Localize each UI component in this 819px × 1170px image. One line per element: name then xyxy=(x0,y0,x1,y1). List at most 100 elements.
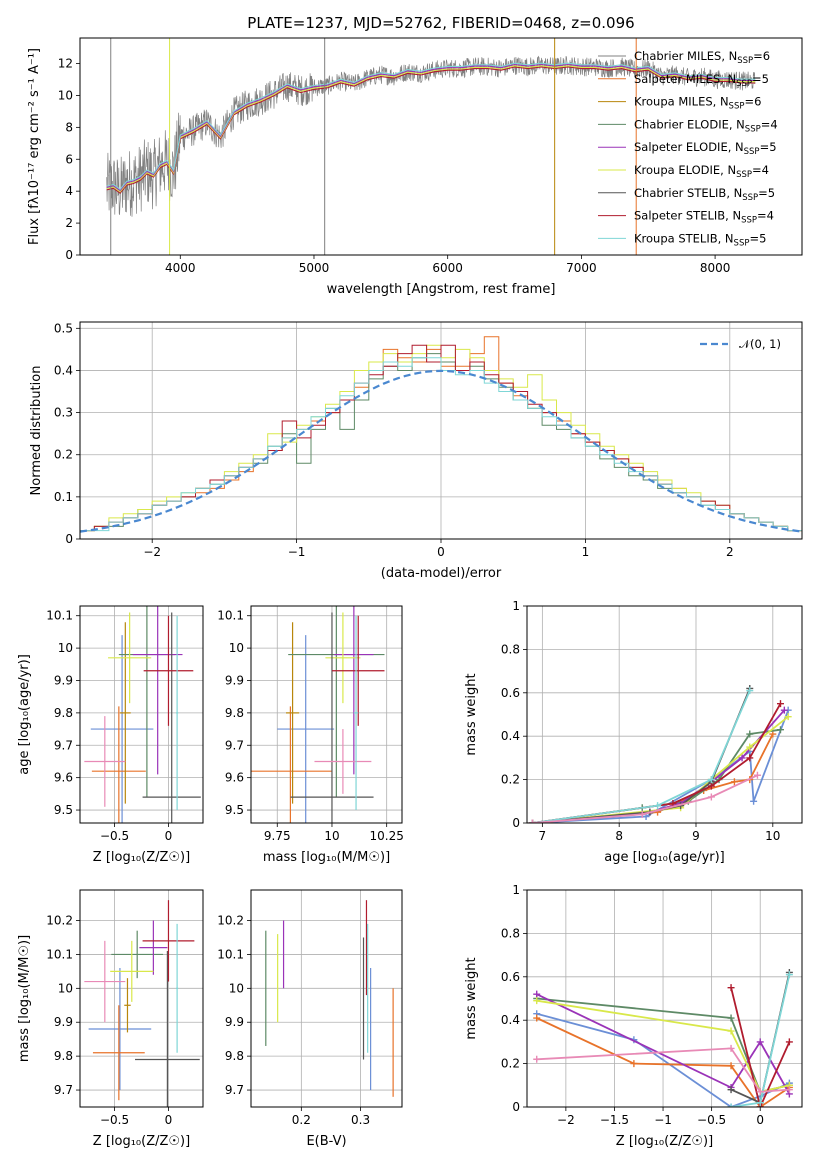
errorbar-point xyxy=(176,923,179,1053)
grid xyxy=(251,606,402,823)
errorbar-point xyxy=(132,606,183,775)
y-tick-label: 9.9 xyxy=(54,673,73,687)
y-axis-label: mass weight xyxy=(464,957,479,1039)
gaussian-curve xyxy=(80,369,802,533)
weight-marker xyxy=(533,1014,541,1022)
y-axis-label: Normed distribution xyxy=(29,366,44,496)
weight-marker xyxy=(784,713,792,721)
legend-entry: Salpeter ELODIE, NSSP=5 xyxy=(634,140,777,157)
panel-weights_vs_Z: −2 −1.5 −1 −0.5 0 0 0.2 0.4 0.6 0.8 1 Z [log₁₀(Z/Z☉… xyxy=(464,883,803,1149)
grid xyxy=(80,606,203,823)
x-axis-label: Z [log₁₀(Z/Z☉)] xyxy=(93,1134,190,1149)
weight-line xyxy=(532,688,751,823)
grid xyxy=(80,890,203,1107)
y-tick-label: 10.1 xyxy=(217,947,244,961)
weight-marker xyxy=(738,754,746,762)
weight-series xyxy=(528,700,784,823)
weight-marker xyxy=(727,1086,735,1094)
errorbar-point xyxy=(119,622,131,804)
plot-area xyxy=(265,900,394,1097)
legend-entry: Kroupa STELIB, NSSP=5 xyxy=(634,231,766,248)
grid xyxy=(527,605,802,824)
y-tick-label: 9.6 xyxy=(54,771,73,785)
y-tick-label: 12 xyxy=(58,57,73,71)
errorbar-point xyxy=(142,612,201,823)
y-tick-label: 9.9 xyxy=(54,1015,73,1029)
x-tick-label: −0.5 xyxy=(100,829,129,843)
plot-area xyxy=(251,606,385,823)
y-tick-label: 0 xyxy=(65,532,73,546)
weight-marker xyxy=(785,1038,793,1046)
weight-marker xyxy=(533,1055,541,1063)
y-tick-label: 9.5 xyxy=(54,803,73,817)
y-tick-label: 0 xyxy=(512,816,520,830)
grid xyxy=(251,890,402,1107)
weight-marker xyxy=(746,754,754,762)
y-tick-label: 2 xyxy=(65,216,73,230)
errorbar-point xyxy=(325,612,361,704)
y-tick-label: 9.7 xyxy=(225,738,244,752)
x-tick-label: 10 xyxy=(324,829,339,843)
weight-marker xyxy=(785,1086,793,1094)
x-tick-label: −2 xyxy=(557,1113,575,1127)
x-tick-label: −1.5 xyxy=(600,1113,629,1127)
panel-weights_vs_age: 7 8 9 10 0 0.2 0.4 0.6 0.8 1 age [log₁₀(age/yr)] ma… xyxy=(464,599,803,865)
x-tick-label: 6000 xyxy=(432,261,463,275)
y-tick-label: 4 xyxy=(65,184,73,198)
weight-marker xyxy=(785,971,793,979)
legend: Chabrier MILES, NSSP=6 Salpeter MILES, NS… xyxy=(598,49,778,248)
axes-frame xyxy=(526,889,803,1108)
x-axis-label: (data-model)/error xyxy=(381,566,502,581)
x-tick-label: 0 xyxy=(437,545,445,559)
y-tick-label: 10 xyxy=(229,981,244,995)
errorbar-point xyxy=(314,729,372,794)
y-tick-label: 0.5 xyxy=(54,321,73,335)
weight-marker xyxy=(746,743,754,751)
model-spectrum xyxy=(106,63,756,192)
errorbar-point xyxy=(286,622,300,804)
weight-line xyxy=(532,728,781,823)
x-tick-label: 0 xyxy=(165,829,173,843)
x-tick-label: −0.5 xyxy=(100,1113,129,1127)
plot-area xyxy=(528,684,792,823)
errorbar-point xyxy=(142,900,195,982)
y-tick-label: 1 xyxy=(512,883,520,897)
y-tick-label: 0.6 xyxy=(501,970,520,984)
y-tick-label: 9.7 xyxy=(54,738,73,752)
weight-marker xyxy=(707,793,715,801)
y-tick-label: 0.4 xyxy=(54,363,73,377)
weight-marker xyxy=(727,1014,735,1022)
weight-marker xyxy=(727,1103,735,1107)
x-tick-label: 2 xyxy=(726,545,734,559)
model-spectrum xyxy=(106,62,756,191)
y-tick-label: 9.8 xyxy=(54,706,73,720)
weight-marker xyxy=(750,797,758,805)
x-tick-label: −0.5 xyxy=(697,1113,726,1127)
x-axis-label: Z [log₁₀(Z/Z☉)] xyxy=(93,850,190,865)
weight-series xyxy=(528,706,788,823)
errorbar-point xyxy=(124,978,131,1033)
weight-marker xyxy=(753,771,761,779)
weight-marker xyxy=(776,700,784,708)
y-tick-label: 0.4 xyxy=(501,1013,520,1027)
y-tick-label: 0.3 xyxy=(54,406,73,420)
axes-frame xyxy=(250,605,403,824)
y-axis-label: mass weight xyxy=(464,673,479,755)
legend-entry: Kroupa ELODIE, NSSP=4 xyxy=(634,163,769,180)
weight-line xyxy=(532,709,790,823)
weight-marker xyxy=(756,1099,764,1107)
legend-entry: 𝒩(0, 1) xyxy=(739,337,781,351)
x-tick-label: 7 xyxy=(539,829,547,843)
x-tick-label: −1 xyxy=(654,1113,672,1127)
weight-series xyxy=(528,771,761,823)
x-tick-label: 10.25 xyxy=(370,829,404,843)
x-tick-label: 0 xyxy=(165,1113,173,1127)
y-tick-label: 8 xyxy=(65,120,73,134)
weight-marker xyxy=(528,819,536,823)
legend-entry: Salpeter STELIB, NSSP=4 xyxy=(634,209,774,226)
weight-line xyxy=(532,774,758,823)
axes-frame xyxy=(79,605,204,824)
y-tick-label: 10.2 xyxy=(46,914,73,928)
panel-residuals: −2 −1 0 1 2 0 0.1 0.2 0.3 0.4 0.5 (data-model)/erro… xyxy=(29,321,803,581)
weight-marker xyxy=(769,730,777,738)
